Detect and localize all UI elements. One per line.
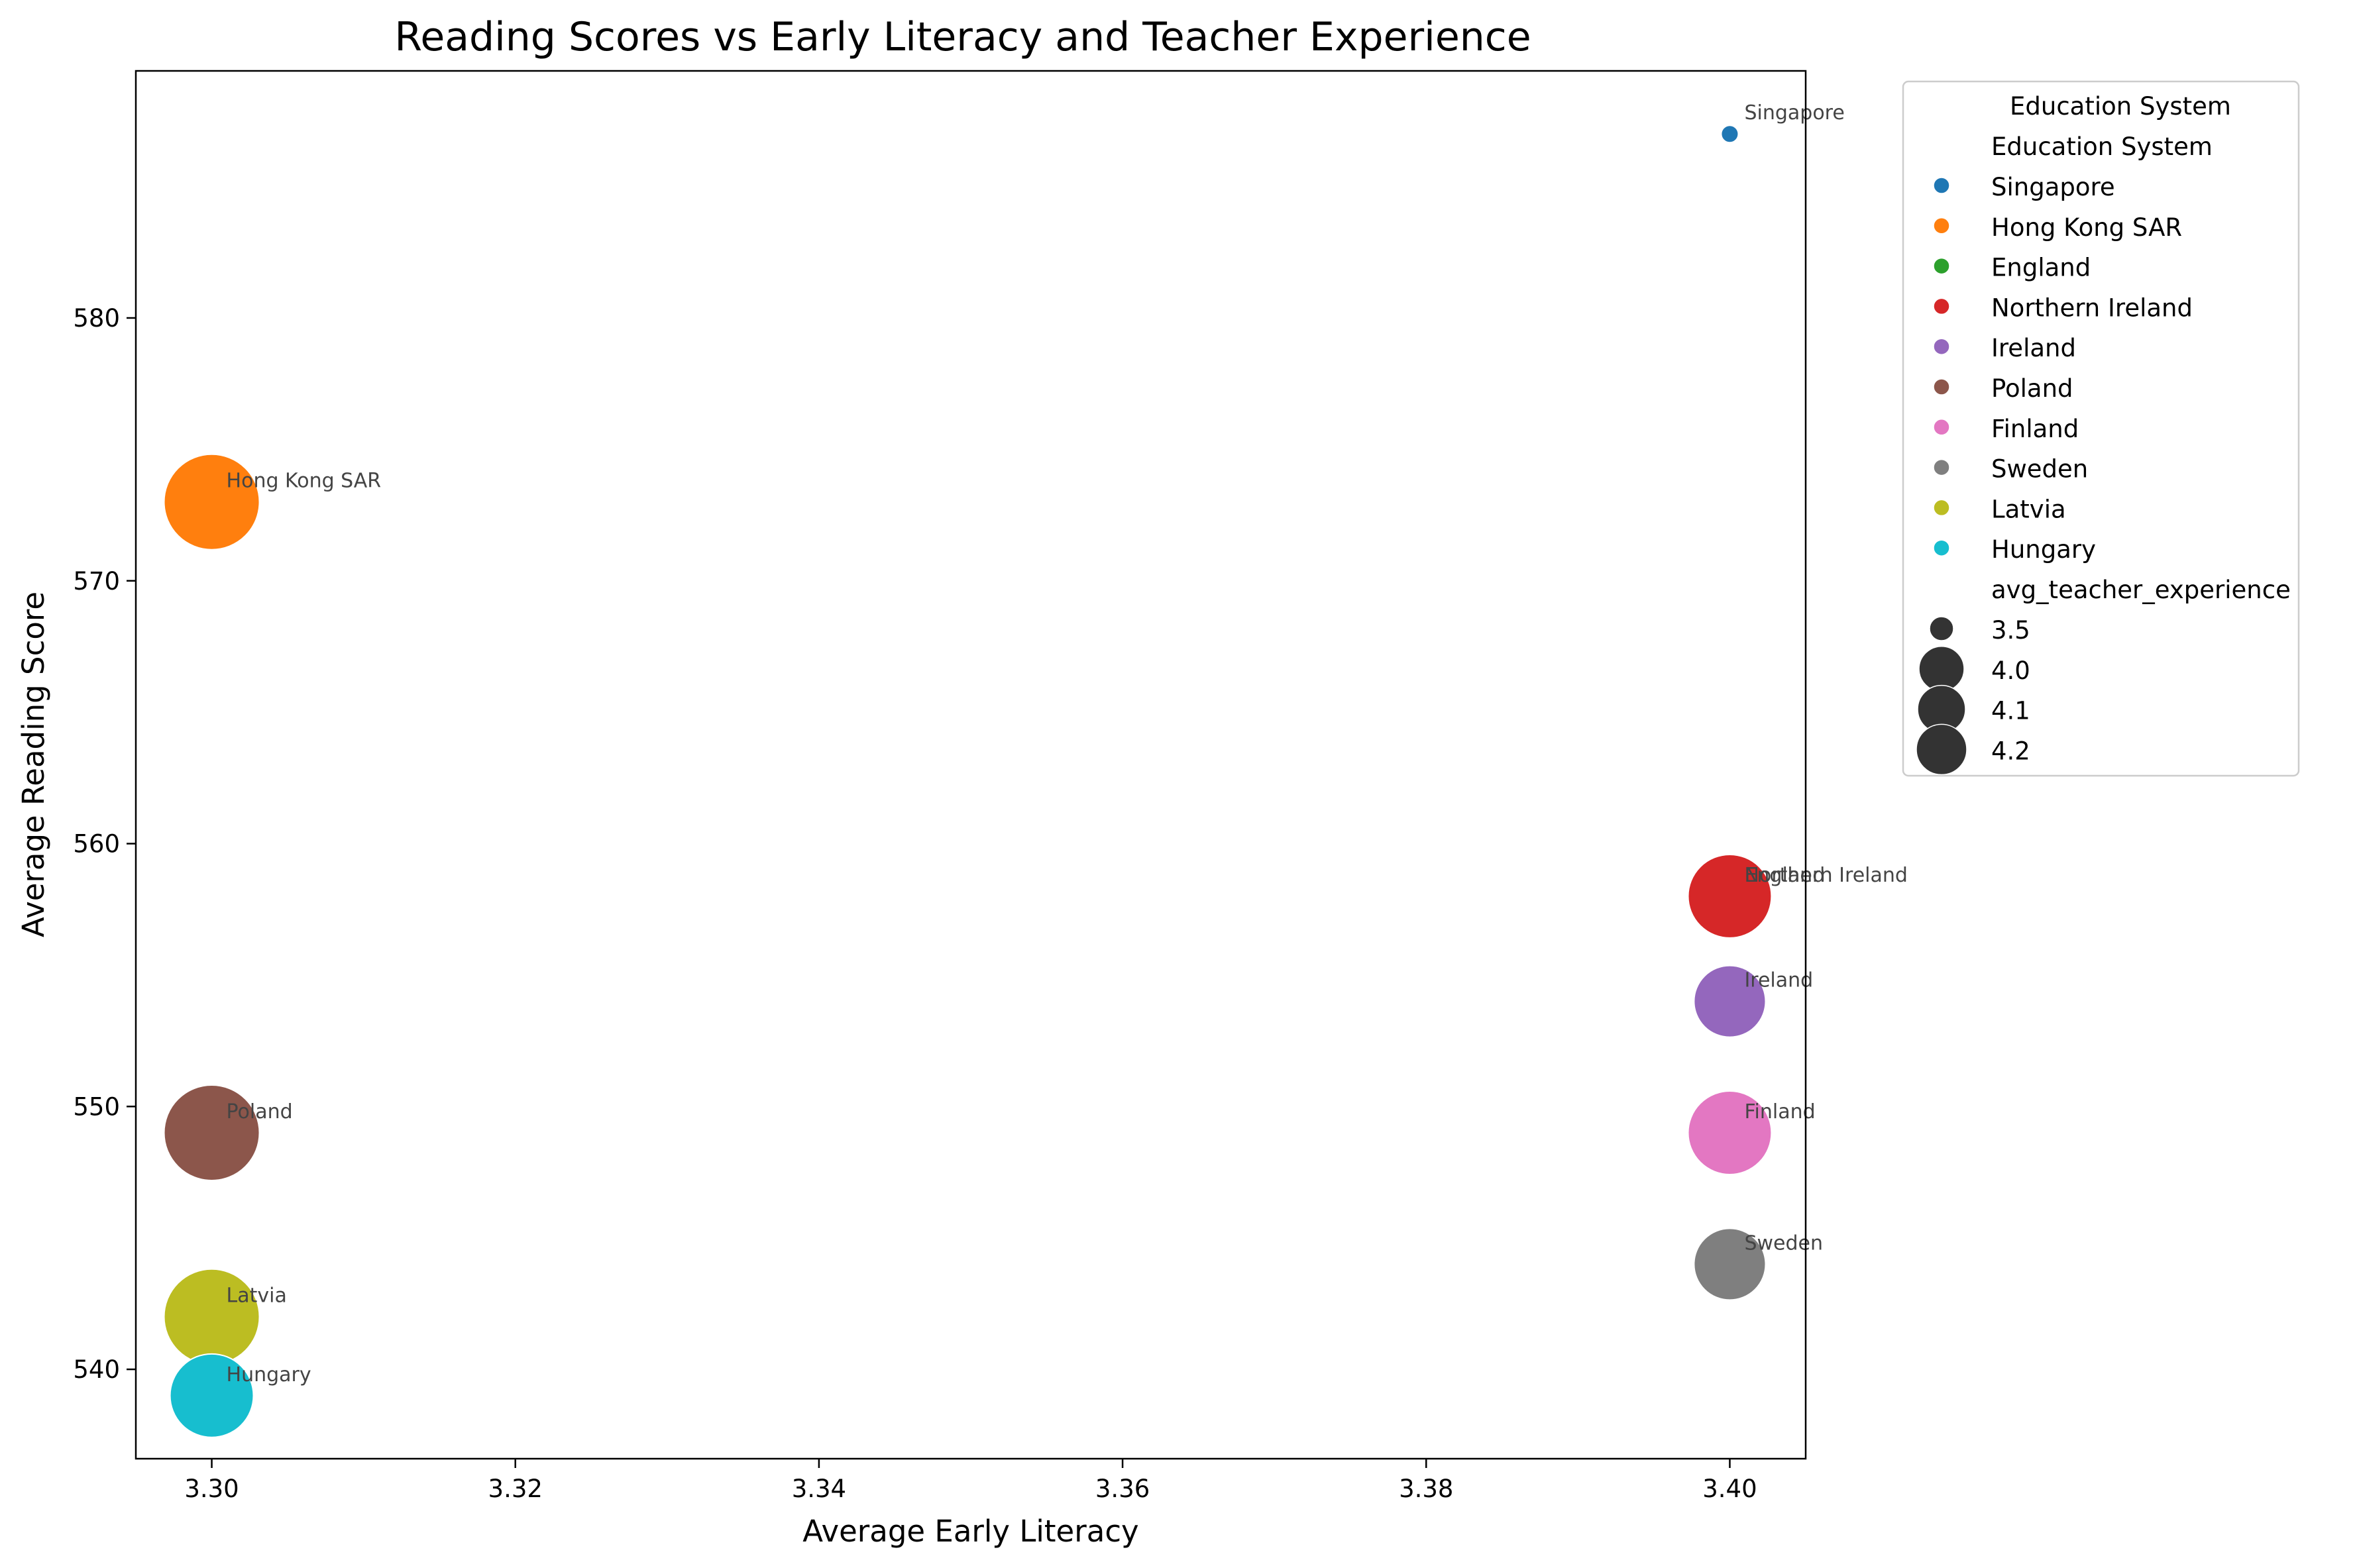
legend-hue-marker [1933, 257, 1950, 275]
plot-frame [135, 70, 1807, 1460]
scatter-point [163, 1268, 260, 1365]
legend-size-marker [1916, 723, 1967, 776]
legend-hue-label: Latvia [1991, 495, 2066, 523]
legend-hue-label: Singapore [1991, 173, 2115, 201]
x-tick-label: 3.30 [184, 1475, 239, 1503]
scatter-point [1720, 125, 1739, 144]
point-label: England [1744, 864, 1825, 887]
legend-hue-label: Hong Kong SAR [1991, 213, 2182, 242]
point-label: Latvia [227, 1284, 287, 1308]
legend-size-header: avg_teacher_experience [1991, 576, 2291, 604]
legend-hue-label: Northern Ireland [1991, 293, 2193, 322]
legend-hue-marker [1933, 378, 1950, 395]
y-axis-ticks: 540 550 560 570 580 [73, 304, 136, 1384]
scatter-point [1687, 1090, 1773, 1175]
legend-hue-marker [1933, 297, 1950, 315]
scatter-point [163, 453, 260, 550]
legend-size-label: 4.1 [1991, 697, 2030, 725]
y-tick-label: 580 [73, 304, 120, 333]
scatter-point [1693, 965, 1767, 1038]
x-tick-label: 3.36 [1095, 1475, 1150, 1503]
legend-size-marker [1929, 616, 1954, 641]
x-tick-label: 3.32 [488, 1475, 543, 1503]
legend-size-label: 3.5 [1991, 616, 2030, 645]
point-label: Hong Kong SAR [227, 470, 382, 493]
legend-size-entries: 3.5 4.0 4.1 4.2 [1916, 616, 2030, 776]
legend-hue-label: Ireland [1991, 334, 2076, 362]
scatter-point [169, 1353, 254, 1438]
y-tick-label: 560 [73, 830, 120, 859]
point-label: Sweden [1744, 1231, 1823, 1255]
y-tick-label: 550 [73, 1092, 120, 1121]
scatter-point [1693, 1228, 1767, 1301]
legend-title: Education System [2010, 92, 2231, 121]
legend-hue-entries: Singapore Hong Kong SAR England Northern Ir… [1933, 173, 2193, 564]
legend-hue-marker [1933, 539, 1950, 556]
y-tick-label: 570 [73, 567, 120, 596]
legend-hue-label: Poland [1991, 374, 2073, 403]
point-label: Poland [227, 1100, 293, 1124]
legend-size-label: 4.2 [1991, 737, 2030, 765]
legend-frame [1902, 80, 2300, 777]
scatter-point [163, 1084, 260, 1181]
legend-hue-label: Hungary [1991, 535, 2096, 564]
scatter-points [163, 125, 1773, 1438]
point-label: Finland [1744, 1100, 1815, 1124]
legend-size-marker [1918, 646, 1965, 692]
point-label: Northern Ireland [1744, 864, 1907, 887]
x-tick-label: 3.34 [792, 1475, 846, 1503]
legend-hue-header: Education System [1991, 132, 2213, 161]
chart-title: Reading Scores vs Early Literacy and Tea… [394, 14, 1531, 60]
legend: Education System Education System Singap… [1902, 80, 2300, 777]
y-axis-label: Average Reading Score [16, 592, 51, 937]
x-tick-label: 3.40 [1702, 1475, 1757, 1503]
legend-hue-marker [1933, 338, 1950, 355]
point-label: Ireland [1744, 969, 1813, 992]
legend-hue-marker [1933, 177, 1950, 194]
point-label: Hungary [227, 1363, 311, 1386]
legend-hue-marker [1933, 217, 1950, 235]
x-tick-label: 3.38 [1399, 1475, 1453, 1503]
legend-hue-marker [1933, 499, 1950, 517]
legend-hue-label: Finland [1991, 415, 2079, 443]
x-axis-ticks: 3.30 3.32 3.34 3.36 3.38 3.40 [184, 1459, 1757, 1503]
legend-hue-marker [1933, 458, 1950, 476]
scatter-point [1687, 853, 1773, 939]
plot-area [136, 71, 1806, 1459]
legend-hue-label: England [1991, 254, 2091, 282]
legend-hue-label: Sweden [1991, 455, 2088, 484]
point-label: Singapore [1744, 101, 1844, 125]
x-axis-label: Average Early Literacy [802, 1514, 1138, 1549]
legend-size-label: 4.0 [1991, 656, 2030, 685]
legend-hue-marker [1933, 419, 1950, 436]
y-tick-label: 540 [73, 1355, 120, 1384]
